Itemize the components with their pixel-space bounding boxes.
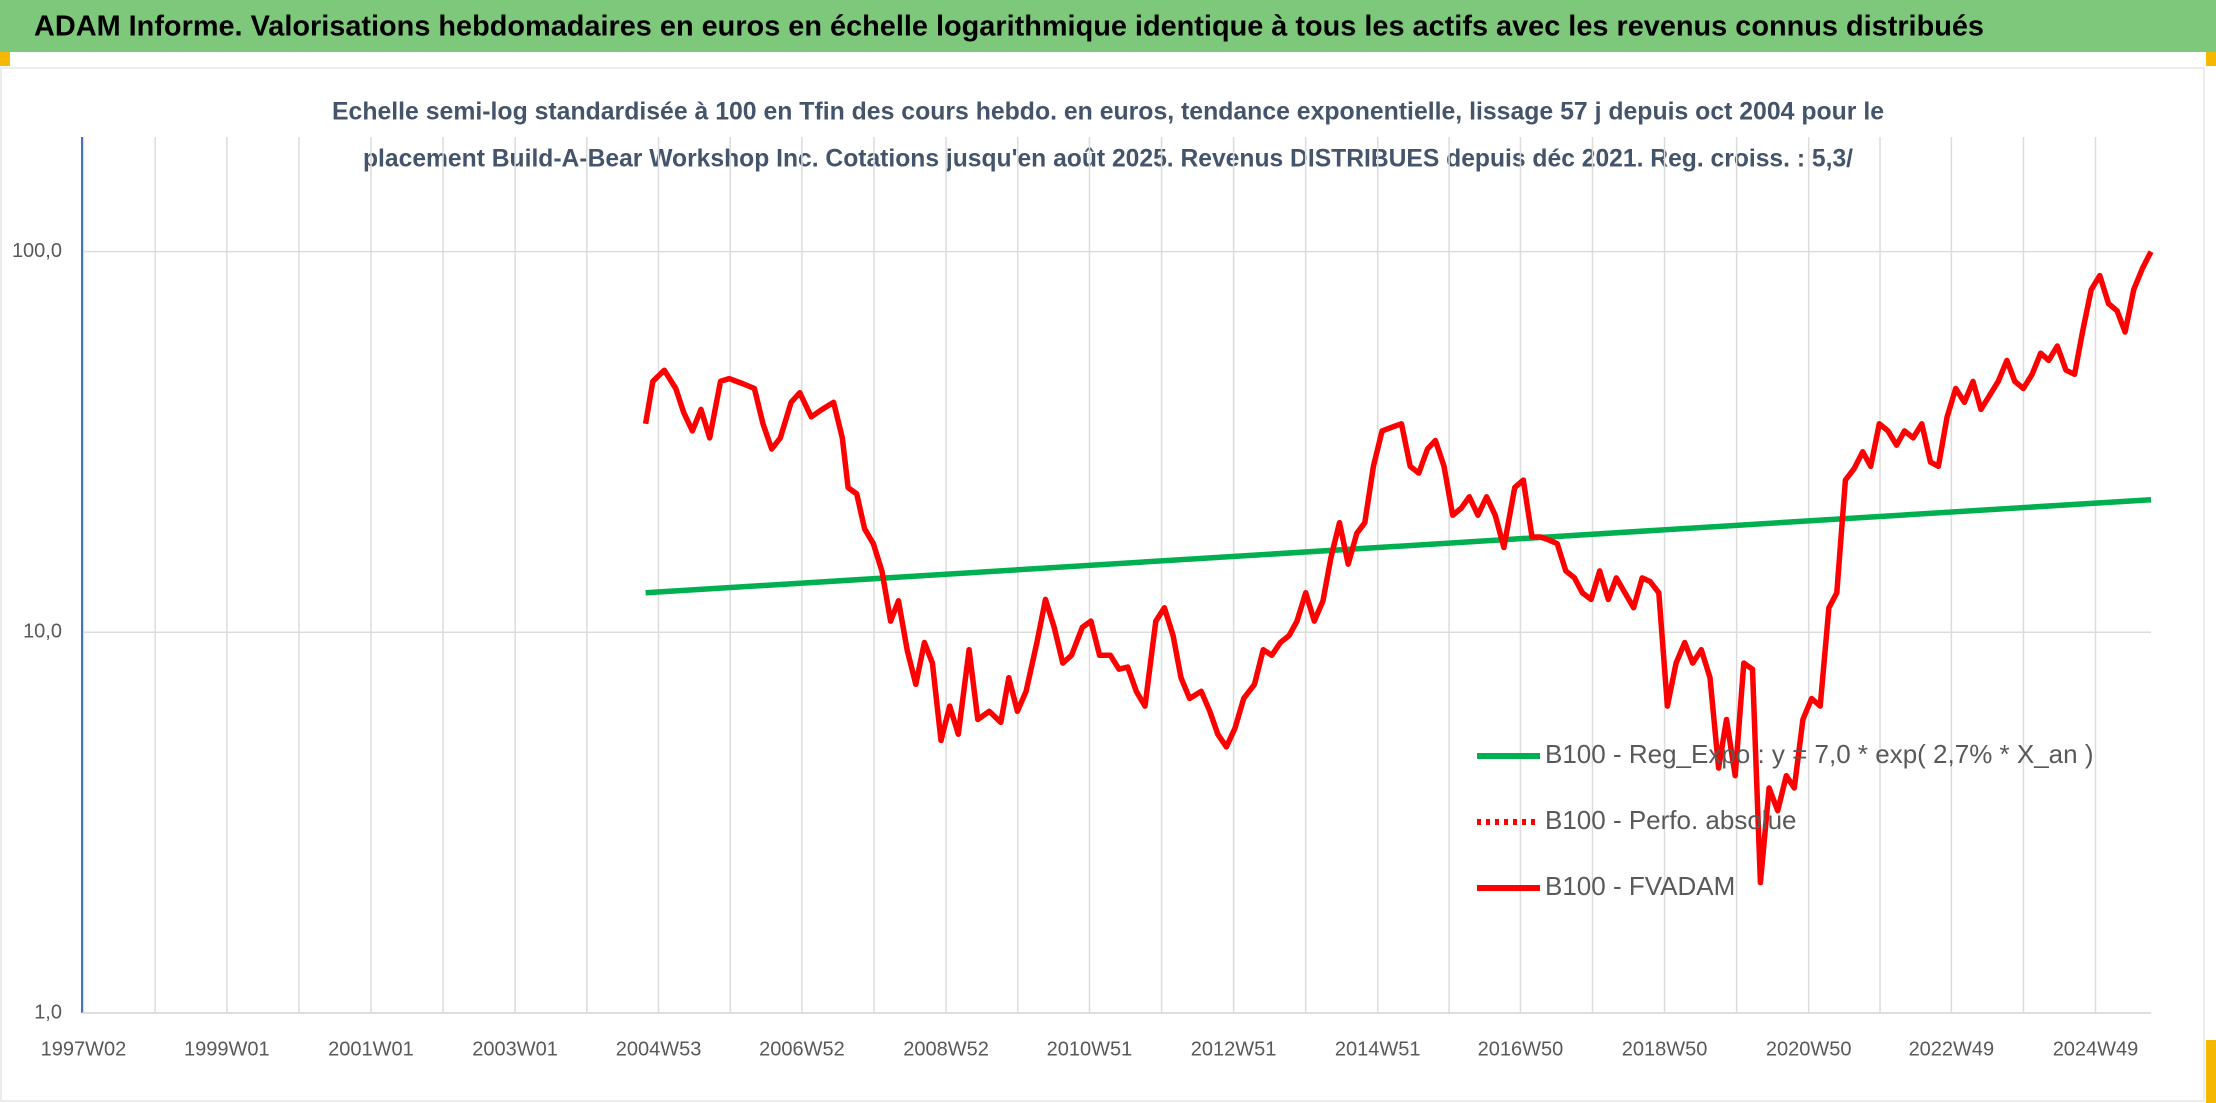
header-title: ADAM Informe. Valorisations hebdomadaire… [34, 11, 1984, 43]
x-tick-label: 2003W01 [472, 1038, 558, 1060]
x-tick-label: 2008W52 [903, 1038, 989, 1060]
corner-mark [2206, 52, 2216, 66]
y-tick-label: 10,0 [23, 621, 62, 643]
x-tick-label: 2012W51 [1191, 1038, 1277, 1060]
x-tick-label: 2016W50 [1478, 1038, 1564, 1060]
chart-title: Echelle semi-log standardisée à 100 en T… [332, 98, 1884, 126]
x-tick-label: 2006W52 [759, 1038, 845, 1060]
corner-mark [0, 52, 10, 66]
legend-label: B100 - Reg_Expo : y = 7,0 * exp( 2,7% * … [1545, 739, 2094, 769]
x-tick-label: 2014W51 [1335, 1038, 1421, 1060]
x-tick-label: 1999W01 [184, 1038, 270, 1060]
x-tick-label: 1997W02 [41, 1038, 127, 1060]
series-line [642, 250, 2154, 886]
header-bar [0, 0, 2216, 52]
x-tick-label: 2010W51 [1047, 1038, 1133, 1060]
x-tick-label: 2020W50 [1766, 1038, 1852, 1060]
legend-label: B100 - Perfo. absolue [1545, 805, 1797, 835]
x-tick-label: 2001W01 [328, 1038, 414, 1060]
legend-label: B100 - FVADAM [1545, 871, 1735, 901]
x-tick-label: 2024W49 [2053, 1038, 2139, 1060]
corner-mark [2206, 1040, 2216, 1103]
chart-title: placement Build-A-Bear Workshop Inc. Cot… [363, 145, 1853, 173]
y-tick-label: 100,0 [12, 240, 62, 262]
x-tick-label: 2004W53 [616, 1038, 702, 1060]
x-tick-label: 2018W50 [1622, 1038, 1708, 1060]
chart-border [0, 67, 2205, 1102]
series-line [645, 496, 2152, 596]
y-tick-label: 1,0 [34, 1001, 62, 1023]
x-tick-label: 2022W49 [1909, 1038, 1995, 1060]
